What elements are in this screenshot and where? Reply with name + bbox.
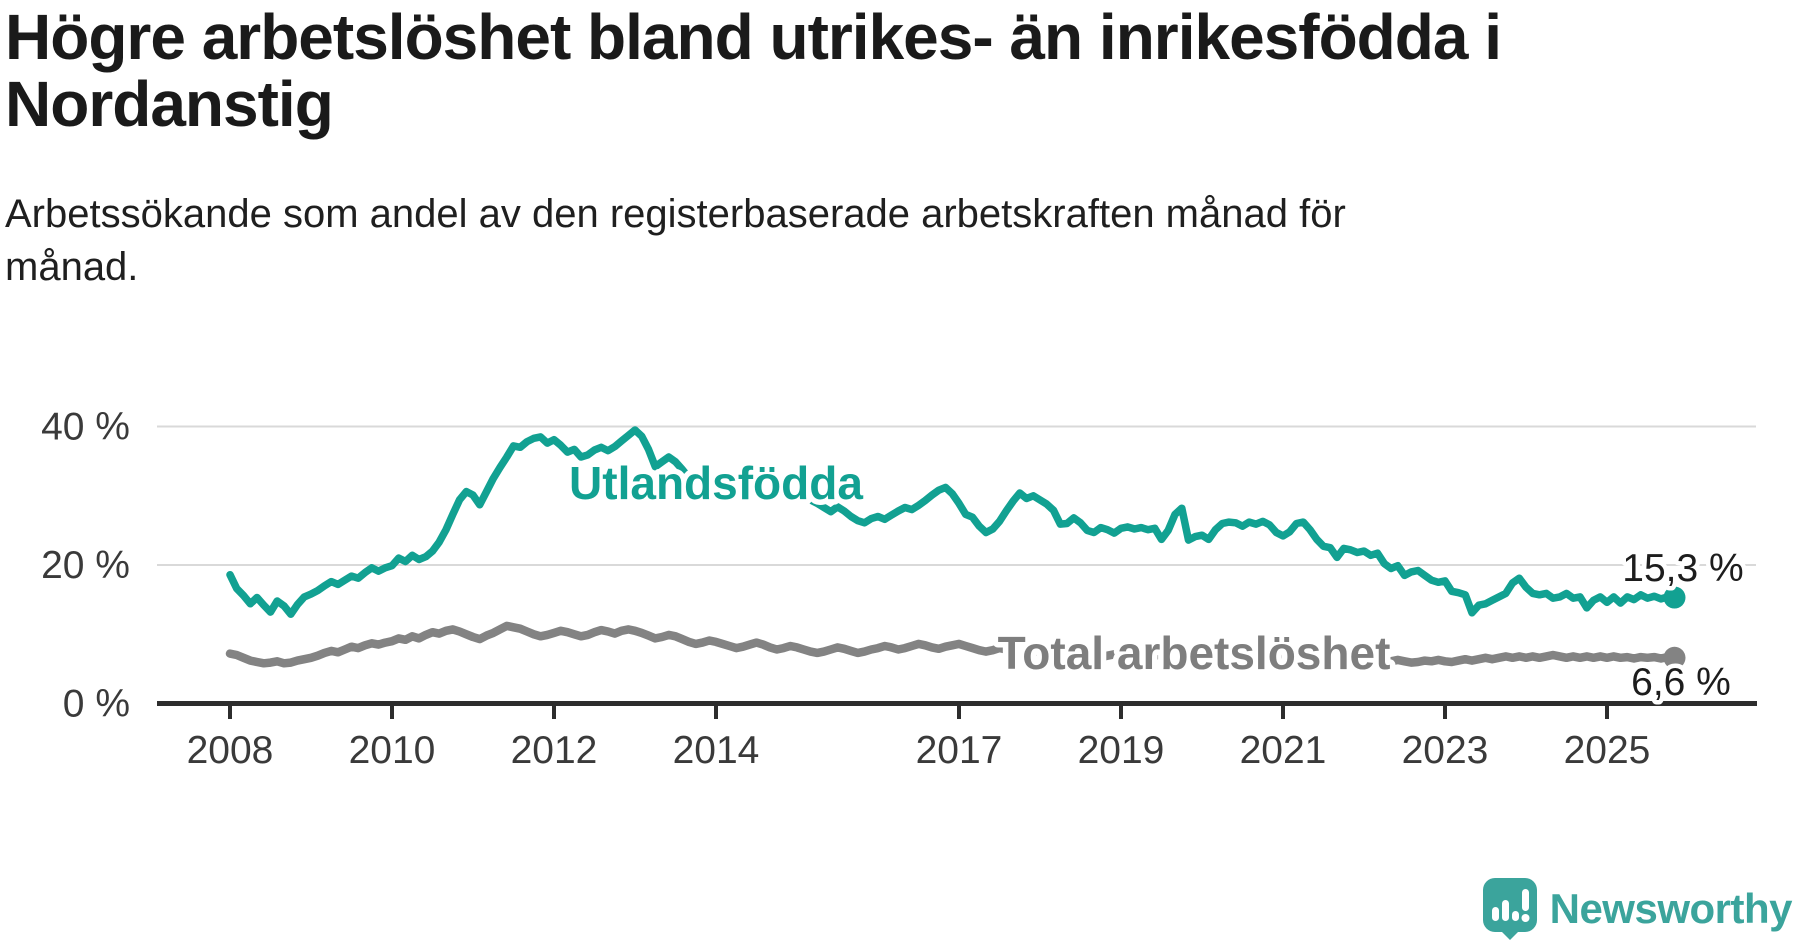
x-tick-label: 2025 xyxy=(1564,729,1651,772)
y-tick-label: 20 % xyxy=(41,544,130,587)
x-tick-label: 2012 xyxy=(511,729,598,772)
series-end-dot-1 xyxy=(1663,646,1686,669)
series-line-1 xyxy=(225,621,1679,668)
x-tick-label: 2008 xyxy=(187,729,274,772)
exclamation-dot xyxy=(1521,914,1530,922)
gridlines xyxy=(157,425,1756,566)
newsworthy-logo: Newsworthy xyxy=(1482,878,1793,940)
chart-title: Högre arbetslöshet bland utrikes- än inr… xyxy=(5,1,1502,140)
series-end-dot-0 xyxy=(1663,586,1686,609)
speech-bubble-tail xyxy=(1498,929,1521,940)
x-tick-label: 2019 xyxy=(1078,729,1165,772)
x-tick-label: 2014 xyxy=(673,729,760,772)
end-value-label-total-arbetsloshet: 6,6 % xyxy=(1631,661,1731,704)
newsworthy-logo-text: Newsworthy xyxy=(1549,885,1793,932)
newsworthy-logo-icon xyxy=(1482,878,1537,940)
y-tick-label: 0 % xyxy=(63,683,130,726)
end-value-label-utlandsfodda: 15,3 % xyxy=(1622,547,1743,590)
x-tick-label: 2017 xyxy=(916,729,1003,772)
x-tick-label: 2023 xyxy=(1402,729,1489,772)
x-axis-labels: 2008 2010 2012 2014 2017 2019 2021 2023 2025 xyxy=(187,729,1651,772)
x-tick-label: 2010 xyxy=(349,729,436,772)
series-label-utlandsfodda: Utlandsfödda xyxy=(569,457,863,509)
series-line-0 xyxy=(226,426,1679,618)
bar-icon-2 xyxy=(1501,900,1509,921)
series-lines xyxy=(225,426,1686,669)
exclamation-stem xyxy=(1521,889,1529,911)
x-axis-ticks xyxy=(228,702,1609,719)
y-tick-label: 40 % xyxy=(41,406,130,449)
bar-icon-1 xyxy=(1491,907,1499,921)
y-axis-labels: 0 % 20 % 40 % xyxy=(41,406,130,726)
series-label-total-arbetsloshet: Total arbetslöshet xyxy=(998,627,1391,679)
x-tick-label: 2021 xyxy=(1240,729,1327,772)
bar-icon-3 xyxy=(1511,911,1519,921)
chart-subtitle: Arbetssökande som andel av den registerb… xyxy=(5,192,1346,289)
